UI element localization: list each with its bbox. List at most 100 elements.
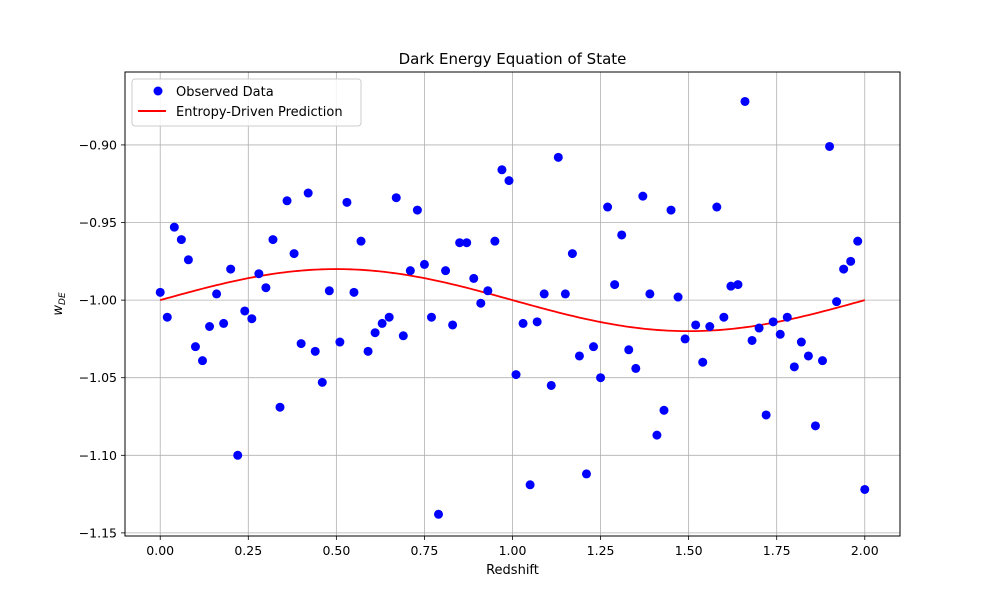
observed-point	[155, 287, 165, 297]
observed-point	[434, 509, 444, 519]
observed-point	[860, 484, 870, 494]
observed-point	[553, 152, 563, 162]
observed-points-layer	[155, 96, 870, 519]
y-axis-label: wDE	[51, 292, 68, 316]
observed-point	[761, 410, 771, 420]
observed-point	[754, 323, 764, 333]
observed-point	[839, 264, 849, 274]
observed-point	[310, 346, 320, 356]
x-tick-label: 2.00	[851, 543, 879, 558]
observed-point	[712, 202, 722, 212]
observed-point	[603, 202, 613, 212]
observed-point	[317, 377, 327, 387]
observed-point	[226, 264, 236, 274]
legend-box	[131, 78, 362, 127]
legend-marker-observed	[153, 86, 163, 96]
observed-point	[335, 337, 345, 347]
observed-point	[680, 334, 690, 344]
observed-point	[832, 297, 842, 307]
x-tick-label: 0.00	[146, 543, 174, 558]
observed-point	[405, 266, 415, 276]
x-tick-label: 0.25	[234, 543, 262, 558]
x-axis-label: Redshift	[486, 563, 539, 578]
y-ticks: −1.15 −1.10 −1.05 −1.00 −0.95 −0.90	[79, 137, 125, 540]
observed-point	[205, 322, 215, 331]
observed-point	[631, 363, 641, 373]
observed-point	[282, 196, 292, 206]
observed-point	[803, 351, 813, 361]
observed-point	[747, 335, 757, 345]
observed-point	[441, 266, 451, 276]
observed-point	[377, 318, 387, 328]
observed-point	[705, 322, 715, 331]
observed-point	[324, 286, 334, 296]
observed-point	[810, 421, 820, 431]
observed-point	[596, 373, 606, 383]
observed-point	[691, 320, 701, 330]
observed-point	[726, 281, 736, 291]
observed-point	[574, 351, 584, 361]
observed-point	[483, 286, 493, 296]
observed-point	[162, 312, 172, 322]
observed-point	[342, 197, 352, 207]
y-tick-label: −0.95	[79, 215, 117, 230]
observed-point	[469, 273, 479, 283]
observed-point	[233, 450, 243, 460]
observed-point	[740, 96, 750, 106]
observed-point	[261, 283, 271, 293]
observed-point	[719, 312, 729, 322]
observed-point	[268, 235, 278, 245]
observed-point	[775, 329, 785, 339]
observed-point	[398, 331, 408, 341]
observed-point	[617, 230, 627, 240]
observed-point	[289, 249, 299, 259]
observed-point	[525, 480, 535, 490]
observed-point	[532, 317, 542, 327]
x-tick-label: 0.50	[322, 543, 350, 558]
x-tick-label: 0.75	[411, 543, 439, 558]
observed-point	[638, 191, 648, 201]
x-tick-label: 1.50	[675, 543, 703, 558]
observed-point	[462, 238, 472, 248]
observed-point	[247, 314, 257, 324]
prediction-line-layer	[159, 268, 866, 333]
y-axis-label-sub: DE	[58, 292, 68, 305]
x-tick-label: 1.25	[587, 543, 615, 558]
observed-point	[853, 236, 863, 246]
observed-point	[673, 292, 683, 302]
observed-point	[610, 280, 620, 290]
observed-point	[652, 430, 662, 440]
observed-point	[426, 312, 436, 322]
observed-point	[169, 222, 179, 232]
observed-point	[356, 236, 366, 246]
observed-point	[645, 289, 655, 299]
observed-point	[476, 298, 486, 308]
grid-layer	[125, 72, 900, 536]
observed-point	[176, 235, 186, 245]
observed-point	[659, 405, 669, 415]
y-tick-label: −1.05	[79, 370, 117, 385]
observed-point	[370, 328, 380, 338]
prediction-line	[159, 268, 866, 333]
observed-point	[419, 259, 429, 269]
observed-point	[698, 357, 708, 367]
observed-point	[296, 339, 306, 349]
observed-point	[782, 312, 792, 322]
y-tick-label: −0.90	[79, 137, 117, 152]
y-axis-label-main: w	[51, 305, 66, 316]
observed-point	[825, 141, 835, 151]
observed-point	[412, 205, 422, 215]
observed-point	[666, 205, 676, 215]
x-ticks: 0.00 0.25 0.50 0.75 1.00 1.25 1.50 1.75 2.00	[146, 536, 879, 558]
observed-point	[448, 320, 458, 330]
observed-point	[546, 380, 556, 390]
observed-point	[518, 318, 528, 328]
observed-point	[796, 337, 806, 347]
observed-point	[560, 289, 570, 299]
x-tick-label: 1.00	[499, 543, 527, 558]
observed-point	[624, 345, 634, 355]
observed-point	[349, 287, 359, 297]
y-tick-label: −1.00	[79, 293, 117, 308]
